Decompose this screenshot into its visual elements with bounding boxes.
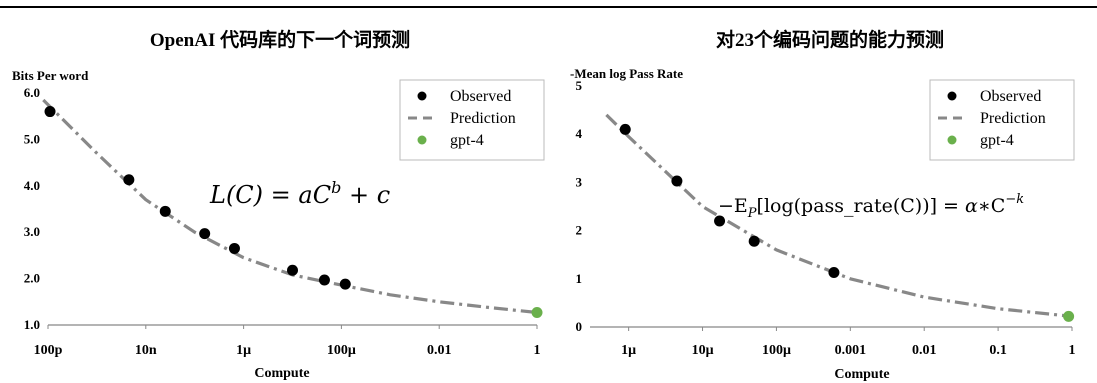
- legend-box: [399, 79, 545, 161]
- y-tick-label: 4: [576, 126, 583, 141]
- x-tick-label: 100p: [34, 343, 63, 358]
- y-tick-label: 6.0: [24, 85, 40, 100]
- legend-label: Observed: [450, 88, 511, 105]
- y-tick-label: 2.0: [24, 271, 40, 286]
- x-tick-label: 100μ: [762, 343, 791, 358]
- legend-label: gpt-4: [980, 132, 1014, 149]
- legend: Observed Prediction gpt-4: [929, 79, 1075, 161]
- observed-point: [228, 242, 240, 254]
- observed-point: [828, 267, 840, 279]
- formula-annotation: −EP[log(pass_rate(C))] = α∗C−k: [718, 192, 1024, 221]
- x-tick-label: 0.001: [835, 343, 867, 358]
- legend-observed-marker: [947, 91, 957, 101]
- y-tick-label: 1.0: [24, 317, 40, 332]
- gpt-4-point: [1063, 310, 1075, 322]
- y-tick-label: 4.0: [24, 178, 40, 193]
- x-tick-label: 1μ: [621, 343, 636, 358]
- legend-gpt4-marker: [417, 135, 427, 145]
- observed-point: [318, 274, 330, 286]
- x-tick-label: 1: [534, 343, 541, 358]
- y-tick-label: 5: [576, 78, 583, 93]
- chart-title: OpenAI 代码库的下一个词预测: [150, 28, 410, 51]
- observed-point: [714, 215, 726, 227]
- x-tick-label: 0.1: [989, 343, 1007, 358]
- x-tick-label: 10μ: [692, 343, 714, 358]
- y-tick-label: 3: [576, 174, 583, 189]
- y-tick-label: 1: [576, 271, 583, 286]
- y-axis-label: -Mean log Pass Rate: [570, 66, 683, 81]
- observed-point: [619, 123, 631, 135]
- observed-point: [748, 235, 760, 247]
- chart-title: 对23个编码问题的能力预测: [716, 28, 944, 51]
- x-axis-label: Compute: [254, 366, 309, 381]
- x-axis-label: Compute: [834, 367, 889, 382]
- observed-point: [199, 228, 211, 240]
- legend-label: gpt-4: [450, 132, 484, 149]
- prediction-line: [605, 113, 1073, 318]
- observed-point: [339, 278, 351, 290]
- chart-1: OpenAI 代码库的下一个词预测 Bits Per word Compute 1.0…: [12, 28, 545, 381]
- legend-label: Observed: [980, 88, 1041, 105]
- observed-point: [123, 174, 135, 186]
- x-tick-label: 0.01: [427, 343, 452, 358]
- y-tick-label: 0: [576, 319, 583, 334]
- x-tick-label: 0.01: [912, 343, 937, 358]
- x-tick-label: 1: [1069, 343, 1076, 358]
- y-tick-label: 5.0: [24, 131, 40, 146]
- observed-point: [671, 175, 683, 187]
- y-axis-label: Bits Per word: [12, 68, 89, 83]
- chart-2: 对23个编码问题的能力预测 -Mean log Pass Rate Compute 0…: [570, 28, 1076, 382]
- top-rule: [0, 6, 1097, 8]
- y-tick-label: 2: [576, 223, 583, 238]
- x-tick-label: 10n: [135, 343, 157, 358]
- x-tick-label: 100μ: [327, 343, 356, 358]
- observed-point: [44, 106, 56, 118]
- legend-label: Prediction: [980, 110, 1046, 127]
- legend-observed-marker: [417, 91, 427, 101]
- gpt-4-point: [531, 306, 543, 318]
- x-tick-label: 1μ: [236, 343, 251, 358]
- legend: Observed Prediction gpt-4: [399, 79, 545, 161]
- y-tick-label: 3.0: [24, 224, 40, 239]
- legend-gpt4-marker: [947, 135, 957, 145]
- legend-label: Prediction: [450, 110, 516, 127]
- formula-annotation: L(C) = aCb + c: [209, 178, 390, 209]
- observed-point: [159, 205, 171, 217]
- observed-point: [287, 264, 298, 276]
